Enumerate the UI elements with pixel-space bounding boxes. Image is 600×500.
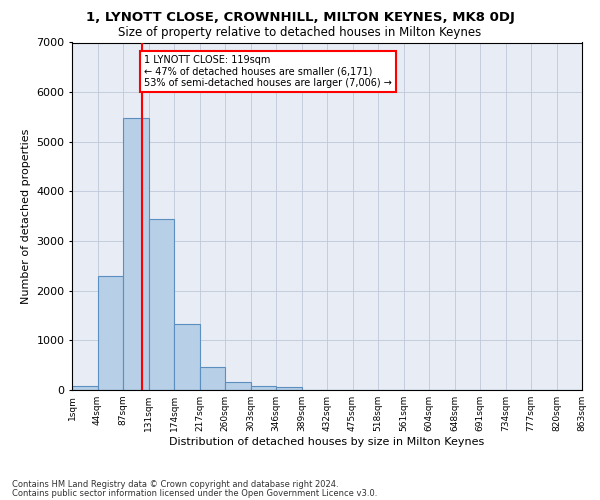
Text: Size of property relative to detached houses in Milton Keynes: Size of property relative to detached ho… [118,26,482,39]
Y-axis label: Number of detached properties: Number of detached properties [20,128,31,304]
Bar [251,386,276,390]
Bar [123,118,149,390]
Text: Contains public sector information licensed under the Open Government Licence v3: Contains public sector information licen… [12,488,377,498]
Text: 1, LYNOTT CLOSE, CROWNHILL, MILTON KEYNES, MK8 0DJ: 1, LYNOTT CLOSE, CROWNHILL, MILTON KEYNE… [86,11,514,24]
Bar [149,218,174,390]
Bar [174,324,199,390]
Bar [199,366,225,390]
Bar [225,382,251,390]
Bar [97,276,123,390]
Bar [72,386,97,390]
Text: 1 LYNOTT CLOSE: 119sqm
← 47% of detached houses are smaller (6,171)
53% of semi-: 1 LYNOTT CLOSE: 119sqm ← 47% of detached… [144,55,392,88]
X-axis label: Distribution of detached houses by size in Milton Keynes: Distribution of detached houses by size … [169,437,485,447]
Bar [276,388,302,390]
Text: Contains HM Land Registry data © Crown copyright and database right 2024.: Contains HM Land Registry data © Crown c… [12,480,338,489]
